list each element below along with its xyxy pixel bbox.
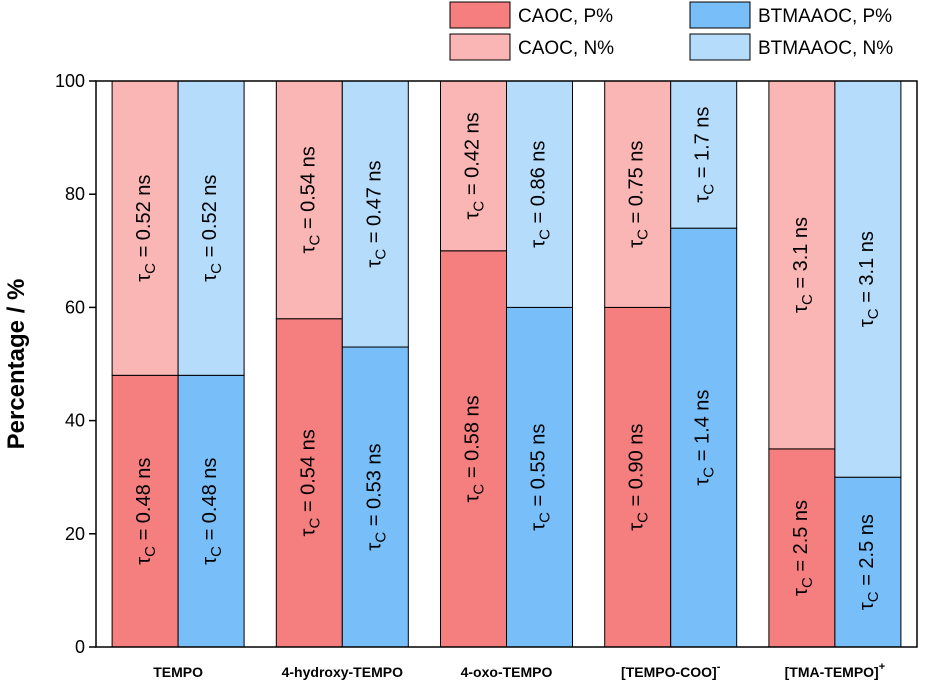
bar-segment-caoc-n: [440, 80, 507, 252]
bar-segment-btmaaoc-n: [670, 80, 738, 229]
y-tick-label: 20: [65, 524, 85, 544]
bar-value-label: τC = 0.48 ns: [199, 458, 225, 565]
legend-label: BTMAAOC, N%: [758, 38, 893, 59]
legend-swatch: [449, 1, 511, 29]
legend-swatch: [689, 33, 751, 61]
bar-segment-btmaaoc-n: [341, 80, 409, 348]
bar-segment-caoc-n: [768, 80, 836, 450]
y-tick-label: 100: [55, 71, 85, 91]
bar-value-label: τC = 0.52 ns: [199, 175, 225, 282]
bar-segment-caoc-n: [111, 80, 179, 376]
bar-value-label: τC = 0.47 ns: [364, 160, 390, 267]
bar-segment-btmaaoc-n: [506, 80, 573, 308]
bar-value-label: τC = 0.86 ns: [528, 141, 554, 248]
bar-segment-caoc-n: [275, 80, 343, 320]
x-tick-label: [TMA-TEMPO]+: [785, 661, 886, 680]
bar-value-label: τC = 0.53 ns: [364, 443, 390, 550]
bar-segment-btmaaoc-p: [670, 227, 738, 648]
bar-value-label: τC = 3.1 ns: [856, 231, 882, 327]
bar-value-label: τC = 0.55 ns: [528, 424, 554, 531]
bar-segment-btmaaoc-n: [834, 80, 902, 478]
bar-value-label: τC = 0.54 ns: [298, 429, 324, 536]
legend: CAOC, P% BTMAAOC, P% CAOC, N% BTMAAOC, N%: [449, 1, 893, 61]
bar-segment-caoc-p: [275, 318, 343, 648]
legend-label: BTMAAOC, P%: [758, 6, 892, 27]
bar-value-label: τC = 0.90 ns: [626, 424, 652, 531]
bar-segment-btmaaoc-p: [506, 306, 573, 648]
bar-segment-caoc-p: [604, 306, 672, 648]
x-tick-label: 4-oxo-TEMPO: [461, 664, 553, 680]
y-tick-label: 40: [65, 411, 85, 431]
bar-segment-btmaaoc-p: [834, 476, 902, 648]
bar-value-label: τC = 2.5 ns: [790, 500, 816, 596]
bars: [111, 80, 902, 648]
bar-segment-caoc-p: [111, 374, 179, 648]
bar-value-label: τC = 2.5 ns: [856, 514, 882, 610]
bar-value-label: τC = 1.4 ns: [692, 390, 718, 486]
bar-value-label: τC = 0.42 ns: [462, 112, 488, 219]
legend-label: CAOC, N%: [518, 38, 614, 59]
x-tick-label: 4-hydroxy-TEMPO: [282, 664, 403, 680]
x-tick-label: TEMPO: [153, 664, 203, 680]
y-tick-label: 60: [65, 297, 85, 317]
y-tick-label: 0: [75, 637, 85, 657]
bar-value-label: τC = 0.58 ns: [462, 395, 488, 502]
plot-frame: [95, 80, 918, 648]
bar-value-label: τC = 1.7 ns: [692, 107, 718, 203]
bar-value-label: τC = 0.54 ns: [298, 146, 324, 253]
y-tick-label: 80: [65, 184, 85, 204]
axes: 0 20 40 60 80 100 TEMPO 4-hydroxy-TEMPO 4-oxo-TE…: [55, 71, 918, 680]
bar-value-label: τC = 0.52 ns: [133, 175, 159, 282]
legend-label: CAOC, P%: [518, 6, 613, 27]
bar-segment-btmaaoc-n: [177, 80, 245, 376]
legend-swatch: [449, 33, 511, 61]
bar-labels: τC = 0.48 ns τC = 0.52 ns τC = 0.48 ns τC =…: [133, 107, 881, 611]
bar-value-label: τC = 3.1 ns: [790, 217, 816, 313]
x-tick-label: [TEMPO-COO]-: [621, 661, 721, 680]
y-axis-title: Percentage / %: [3, 279, 30, 450]
bar-segment-caoc-p: [768, 448, 836, 648]
bar-value-label: τC = 0.75 ns: [626, 141, 652, 248]
legend-swatch: [689, 1, 751, 29]
bar-value-label: τC = 0.48 ns: [133, 458, 159, 565]
